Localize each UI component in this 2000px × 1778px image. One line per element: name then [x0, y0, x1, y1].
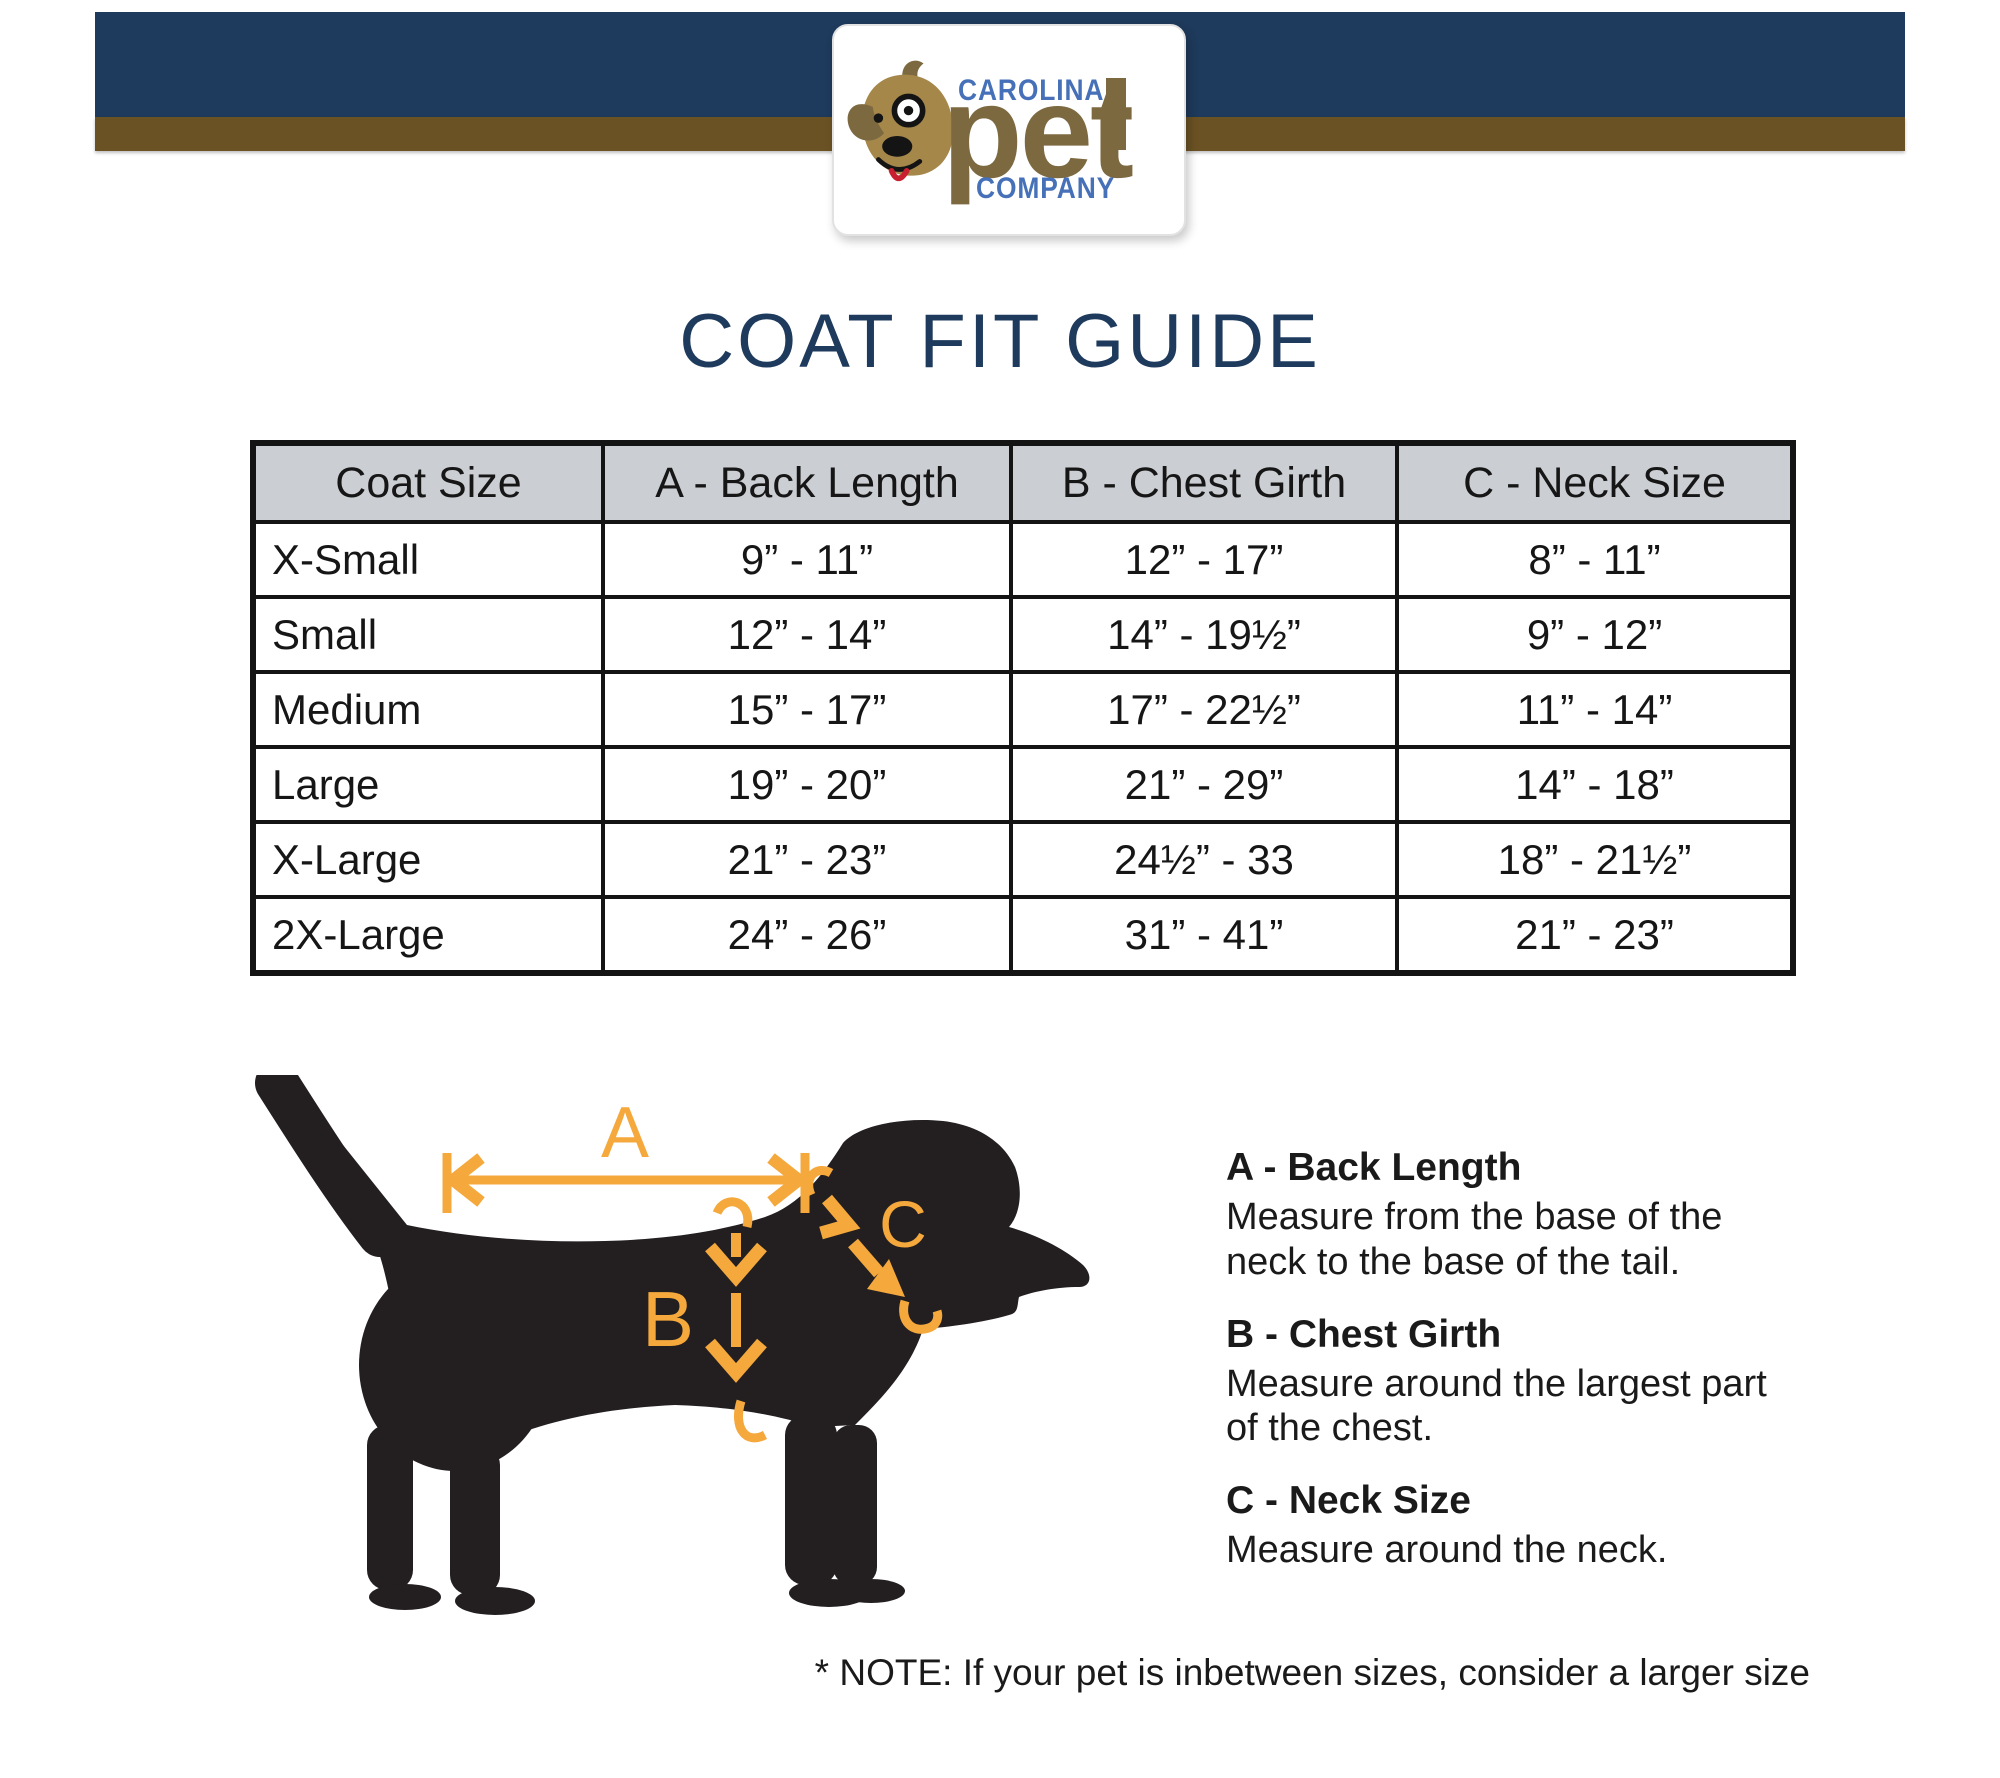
- diagram-label-b: B: [642, 1275, 694, 1363]
- col-header-neck-size: C - Neck Size: [1395, 441, 1795, 524]
- a-arrowhead-right: [767, 1153, 809, 1207]
- table-row: Large 19” - 20” 21” - 29” 14” - 18”: [251, 745, 1795, 824]
- col-header-back-length: A - Back Length: [601, 441, 1013, 524]
- brand-logo-card: CAROLINA pet COMPANY: [832, 24, 1186, 236]
- cell-chest-girth: 24½” - 33: [1009, 820, 1399, 899]
- dog-eye-small: [873, 113, 884, 123]
- table-row: X-Small 9” - 11” 12” - 17” 8” - 11”: [251, 520, 1795, 599]
- c-arrowhead-2: [867, 1259, 905, 1297]
- dog-nose: [882, 136, 913, 157]
- c-bottom-hook: [899, 1299, 943, 1334]
- b-arrowhead-1: [705, 1242, 767, 1287]
- cell-neck-size: 14” - 18”: [1395, 745, 1795, 824]
- col-header-chest-girth: B - Chest Girth: [1009, 441, 1399, 524]
- measurement-legend: A - Back Length Measure from the base of…: [1226, 1146, 1806, 1573]
- cell-neck-size: 8” - 11”: [1395, 520, 1795, 599]
- cell-neck-size: 18” - 21½”: [1395, 820, 1795, 899]
- table-row: Small 12” - 14” 14” - 19½” 9” - 12”: [251, 595, 1795, 674]
- col-header-coat-size: Coat Size: [251, 441, 605, 524]
- legend-body: Measure around the largest part of the c…: [1226, 1362, 1767, 1450]
- logo-t-bar: [1106, 78, 1126, 150]
- diagram-label-c: C: [879, 1187, 927, 1261]
- dog-tongue: [888, 168, 910, 182]
- c-arrowhead-1: [819, 1194, 861, 1240]
- dog-front-leg-far: [833, 1425, 877, 1585]
- size-table: Coat Size A - Back Length B - Chest Girt…: [250, 440, 1796, 976]
- cell-size: X-Large: [251, 820, 605, 899]
- dog-hind-foot-far: [369, 1584, 441, 1610]
- size-note: * NOTE: If your pet is inbetween sizes, …: [814, 1652, 1810, 1693]
- legend-chest-girth: B - Chest Girth Measure around the large…: [1226, 1313, 1806, 1452]
- legend-heading: B - Chest Girth: [1226, 1312, 1502, 1356]
- dog-silhouette: [255, 1075, 1090, 1615]
- logo-text-company: COMPANY: [976, 172, 1116, 205]
- cell-size: X-Small: [251, 520, 605, 599]
- c-arrow-line-2: [848, 1238, 884, 1278]
- dog-pupil: [903, 105, 914, 116]
- cell-neck-size: 9” - 12”: [1395, 595, 1795, 674]
- legend-neck-size: C - Neck Size Measure around the neck.: [1226, 1479, 1806, 1573]
- cell-back-length: 21” - 23”: [601, 820, 1013, 899]
- b-arrowhead-2: [705, 1338, 767, 1383]
- legend-body: Measure around the neck.: [1226, 1529, 1668, 1572]
- cell-back-length: 9” - 11”: [601, 520, 1013, 599]
- cell-back-length: 12” - 14”: [601, 595, 1013, 674]
- cell-neck-size: 11” - 14”: [1395, 670, 1795, 749]
- dog-hind-leg-near: [450, 1445, 500, 1595]
- legend-heading: A - Back Length: [1226, 1146, 1522, 1189]
- cell-chest-girth: 31” - 41”: [1009, 895, 1399, 975]
- legend-body: Measure from the base of the neck to the…: [1226, 1196, 1723, 1283]
- b-top-hook: [712, 1197, 753, 1229]
- measurement-annotations: [442, 1153, 943, 1443]
- table-header-row: Coat Size A - Back Length B - Chest Girt…: [251, 441, 1795, 524]
- cell-back-length: 24” - 26”: [601, 895, 1013, 975]
- logo-text-pet: pet: [942, 58, 1134, 205]
- dog-front-foot-near: [789, 1579, 869, 1607]
- cell-chest-girth: 17” - 22½”: [1009, 670, 1399, 749]
- dog-thigh: [359, 1259, 551, 1471]
- b-bottom-hook: [734, 1399, 768, 1443]
- dog-hind-leg-far: [367, 1425, 413, 1590]
- cell-chest-girth: 12” - 17”: [1009, 520, 1399, 599]
- cell-size: Large: [251, 745, 605, 824]
- cell-neck-size: 21” - 23”: [1395, 895, 1795, 975]
- dog-face-logo-icon: [847, 60, 954, 182]
- dog-ear-shape: [847, 104, 885, 141]
- diagram-label-a: A: [601, 1093, 649, 1173]
- dog-hind-foot-near: [455, 1587, 535, 1615]
- page-title: COAT FIT GUIDE: [679, 299, 1321, 384]
- cell-size: Medium: [251, 670, 605, 749]
- dog-measurement-diagram: A B C: [255, 1075, 1090, 1615]
- table-row: Medium 15” - 17” 17” - 22½” 11” - 14”: [251, 670, 1795, 749]
- table-row: 2X-Large 24” - 26” 31” - 41” 21” - 23”: [251, 895, 1795, 975]
- cell-back-length: 19” - 20”: [601, 745, 1013, 824]
- c-top-hook: [804, 1166, 834, 1197]
- dog-front-leg-near: [785, 1415, 837, 1585]
- cell-back-length: 15” - 17”: [601, 670, 1013, 749]
- cell-size: 2X-Large: [251, 895, 605, 975]
- cell-chest-girth: 21” - 29”: [1009, 745, 1399, 824]
- logo-text-carolina: CAROLINA: [958, 74, 1105, 107]
- table-row: X-Large 21” - 23” 24½” - 33 18” - 21½”: [251, 820, 1795, 899]
- dog-mouth: [876, 157, 923, 172]
- legend-heading: C - Neck Size: [1226, 1479, 1471, 1523]
- a-arrowhead-left: [443, 1153, 485, 1207]
- legend-back-length: A - Back Length Measure from the base of…: [1226, 1146, 1806, 1285]
- cell-size: Small: [251, 595, 605, 674]
- cell-chest-girth: 14” - 19½”: [1009, 595, 1399, 674]
